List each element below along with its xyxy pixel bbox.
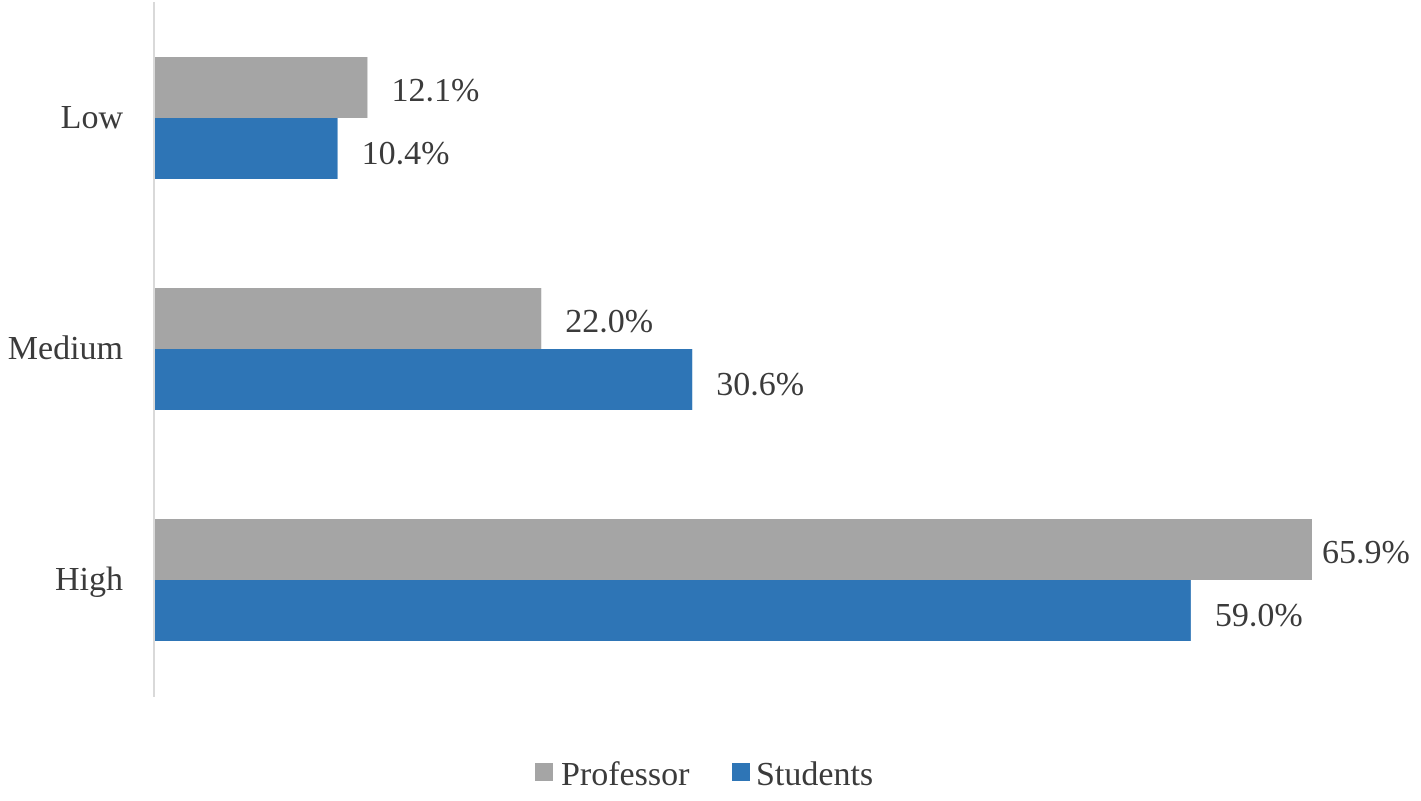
- category-label-high: High: [55, 561, 123, 598]
- data-label-students-medium: 30.6%: [716, 366, 804, 403]
- bar-students-low: [155, 118, 338, 179]
- category-label-low: Low: [61, 99, 124, 136]
- category-label-medium: Medium: [8, 330, 123, 367]
- legend-swatch-professor: [535, 763, 553, 781]
- legend-swatch-students: [732, 763, 750, 781]
- data-label-professor-low: 12.1%: [391, 72, 479, 109]
- data-label-professor-high: 65.9%: [1322, 534, 1410, 571]
- plot-area: Low 12.1% 10.4% Medium 22.0% 30.6% High 65.9% 59…: [8, 57, 1410, 641]
- bar-professor-low: [155, 57, 368, 118]
- legend: Professor Students: [535, 756, 873, 793]
- data-label-students-high: 59.0%: [1215, 597, 1303, 634]
- bar-professor-high: [155, 519, 1312, 580]
- bar-students-high: [155, 580, 1191, 641]
- data-label-professor-medium: 22.0%: [565, 303, 653, 340]
- bar-students-medium: [155, 349, 693, 410]
- data-label-students-low: 10.4%: [362, 135, 450, 172]
- legend-label-professor: Professor: [561, 756, 690, 793]
- legend-label-students: Students: [756, 756, 873, 793]
- bar-professor-medium: [155, 288, 542, 349]
